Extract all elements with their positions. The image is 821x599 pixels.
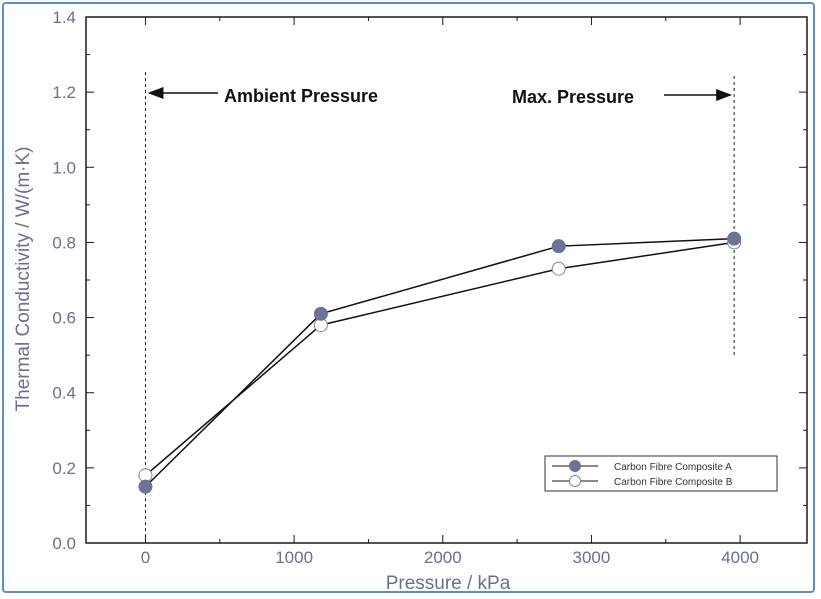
y-tick-label: 0.0 bbox=[52, 534, 76, 553]
series-line-b bbox=[144, 241, 735, 476]
ambient-arrow-head bbox=[147, 87, 164, 99]
x-tick-label: 4000 bbox=[721, 548, 759, 567]
y-tick-label: 0.6 bbox=[52, 309, 76, 328]
chart-frame bbox=[2, 2, 815, 593]
y-tick-label: 1.4 bbox=[52, 8, 76, 27]
y-tick-label: 1.0 bbox=[52, 158, 76, 177]
legend-label-b: Carbon Fibre Composite B bbox=[614, 477, 733, 488]
y-tick-label: 0.2 bbox=[52, 459, 76, 478]
y-axis-title: Thermal Conductivity / W/(m·K) bbox=[13, 147, 34, 412]
x-axis-title: Pressure / kPa bbox=[386, 573, 511, 594]
x-tick-label: 2000 bbox=[424, 548, 462, 567]
legend-marker-b bbox=[569, 475, 581, 487]
legend-marker-a bbox=[569, 460, 581, 472]
y-tick-label: 0.8 bbox=[52, 233, 76, 252]
data-point-a bbox=[727, 231, 742, 246]
data-point-a bbox=[551, 239, 566, 254]
x-tick-label: 3000 bbox=[573, 548, 611, 567]
series-line-a bbox=[144, 237, 735, 488]
y-tick-label: 1.2 bbox=[52, 83, 76, 102]
data-point-a bbox=[313, 306, 328, 321]
data-point-b bbox=[551, 261, 566, 276]
annotation-ambient-pressure: Ambient Pressure bbox=[224, 86, 378, 106]
annotation-max-pressure: Max. Pressure bbox=[512, 87, 634, 107]
max-arrow-head bbox=[716, 89, 733, 101]
x-tick-label: 1000 bbox=[275, 548, 313, 567]
data-point-a bbox=[138, 479, 153, 494]
x-tick-label: 0 bbox=[141, 548, 150, 567]
legend-label-a: Carbon Fibre Composite A bbox=[614, 462, 732, 473]
y-tick-label: 0.4 bbox=[52, 384, 76, 403]
legend-box bbox=[544, 455, 778, 492]
